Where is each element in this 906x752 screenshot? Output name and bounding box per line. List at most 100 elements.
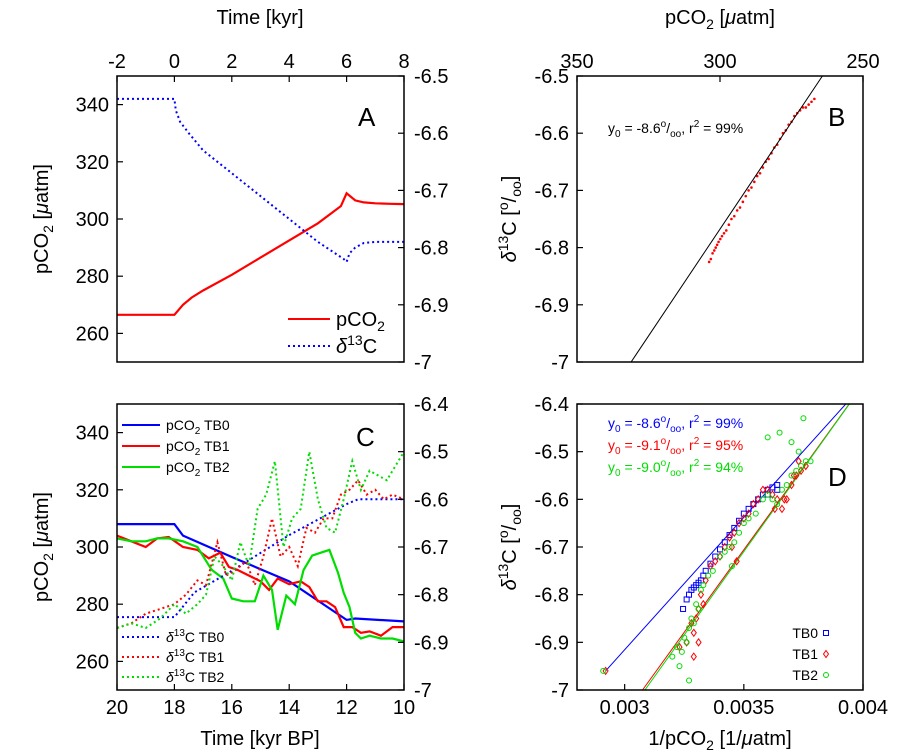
panel-d-point-tb2 xyxy=(793,467,800,474)
panel-b-point xyxy=(744,194,748,198)
panel-d-point-tb2 xyxy=(686,625,693,632)
panel-a-top-xlabel: Time [kyr] xyxy=(216,7,303,29)
panel-d-point-tb1 xyxy=(602,666,609,676)
panel-d-point-tb1 xyxy=(697,590,705,600)
panel-d-point-tb1 xyxy=(774,494,781,504)
panel-b-xaxis-tick-label: 300 xyxy=(703,51,736,73)
panel-b: 350 300 250 -7 -6.9 -6.8 -6.7 -6.6 -6.5 B pCO2 [… xyxy=(495,7,880,374)
panel-c: 20 18 16 14 12 10 260 280 300 320 340 -7 -6.9 -6.8 -6.… xyxy=(31,394,448,750)
panel-d-point-tb1 xyxy=(802,461,809,471)
panel-b-point xyxy=(733,214,736,218)
panel-d-point-tb1 xyxy=(695,604,702,614)
panel-d-point-tb2 xyxy=(721,548,728,555)
panel-d-point-tb2 xyxy=(764,491,771,498)
panel-a-xaxis-tick-label: 4 xyxy=(284,51,295,73)
panel-d-point-tb1 xyxy=(690,652,697,661)
panel-b-point xyxy=(810,100,813,104)
panel-d-yaxis-tick-label: -6.7 xyxy=(535,537,569,559)
panel-d-point-tb2 xyxy=(759,496,766,503)
legend-marker-tb0 xyxy=(823,630,829,636)
panel-d-point-tb1 xyxy=(797,466,805,476)
panel-a-yaxis-left-tick-label: 340 xyxy=(76,95,109,117)
panel-d-point-tb2 xyxy=(728,563,735,570)
panel-d-point-tb1 xyxy=(781,494,788,504)
panel-d-point-tb2 xyxy=(769,496,776,503)
panel-c-yaxis-right-tick-label: -6.8 xyxy=(414,585,448,607)
panel-c-series-line xyxy=(117,537,404,643)
panel-a-xaxis-tick-label: -2 xyxy=(108,51,126,73)
panel-d-point-tb0 xyxy=(731,524,738,531)
panel-d-point-tb0 xyxy=(702,567,709,574)
panel-d-yaxis-tick-label: -6.9 xyxy=(535,632,569,654)
panel-d-point-tb2 xyxy=(807,458,814,465)
legend-marker-tb1 xyxy=(822,649,830,659)
panel-d-series xyxy=(600,404,850,690)
legend-marker-tb2 xyxy=(823,672,829,678)
panel-d-point-tb2 xyxy=(745,515,752,522)
panel-b-point xyxy=(707,260,711,264)
legend-label-tb0: TB0 xyxy=(792,625,818,641)
panel-a-yaxis-right-tick-label: -6.9 xyxy=(414,295,448,317)
panel-a-xaxis-tick-label: 2 xyxy=(226,51,237,73)
panel-d-point-tb2 xyxy=(736,529,743,536)
legend-label-d13c-tb1: δ13C TB1 xyxy=(166,648,225,665)
panel-a-xaxis-tick-label: 0 xyxy=(169,51,180,73)
panel-c-yaxis-right-tick-label: -6.5 xyxy=(414,442,448,464)
panel-d-point-tb2 xyxy=(700,582,707,589)
legend-label-pco2-tb1: pCO2 TB1 xyxy=(166,438,230,458)
panel-d-point-tb1 xyxy=(783,494,790,504)
panel-d-point-tb2 xyxy=(697,586,704,593)
panel-c-yaxis-right-tick-label: -6.7 xyxy=(414,537,448,559)
panel-d-point-tb2 xyxy=(709,567,716,574)
panel-d-point-tb2 xyxy=(695,605,702,612)
panel-b-point xyxy=(714,246,718,249)
panel-b-yaxis-tick-label: -6.9 xyxy=(535,295,569,317)
panel-a-series xyxy=(117,97,404,316)
panel-d-yaxis-tick-label: -6.8 xyxy=(535,585,569,607)
panel-b-point xyxy=(735,209,739,212)
panel-d-point-tb0 xyxy=(707,560,714,567)
panel-c-yaxis-right-tick-label: -6.9 xyxy=(414,632,448,654)
panel-d-point-tb2 xyxy=(600,667,607,674)
legend-label-d13c-tb2: δ13C TB2 xyxy=(166,668,225,685)
panel-d-annotations: y0 = -8.6o/oo, r2 = 99% y0 = -9.1o/oo, r… xyxy=(608,414,743,479)
legend-label-tb1: TB1 xyxy=(792,646,818,662)
panel-b-point xyxy=(761,166,765,169)
panel-d-point-tb2 xyxy=(798,462,805,469)
panel-c-yaxis-left-tick-label: 340 xyxy=(76,423,109,445)
panel-a-yaxis-left-tick-label: 300 xyxy=(76,209,109,231)
panel-a-xaxis-tick-label: 6 xyxy=(341,51,352,73)
panel-d-fit-line xyxy=(605,404,847,672)
panel-d-point-tb1 xyxy=(690,628,697,638)
panel-b-point xyxy=(755,174,759,178)
panel-d-point-tb0 xyxy=(686,591,693,598)
panel-b-point xyxy=(813,97,816,101)
panel-d-point-tb1 xyxy=(790,471,797,480)
panel-d-xaxis-tick-label: 0.0035 xyxy=(713,697,774,719)
panel-d-point-tb1 xyxy=(745,509,752,518)
panel-b-top-xlabel: pCO2 [μatm] xyxy=(665,7,775,32)
panel-b-point xyxy=(741,200,745,204)
panel-b-point xyxy=(718,237,722,241)
panel-a-plot-area: -2 0 2 4 6 8 260 280 300 320 340 -7 -6.9 -6.8 -6.7 -6.6… xyxy=(76,51,449,374)
panel-d-point-tb2 xyxy=(686,677,693,684)
panel-d-annotation-tb0: y0 = -8.6o/oo, r2 = 99% xyxy=(608,414,743,435)
panel-d-point-tb1 xyxy=(735,518,743,528)
panel-b-series xyxy=(630,76,823,362)
panel-d-point-tb2 xyxy=(676,663,683,670)
panel-d-legend: TB0 TB1 TB2 xyxy=(792,625,830,683)
panel-c-yaxis-left-tick-label: 300 xyxy=(76,537,109,559)
panel-d-point-tb1 xyxy=(731,528,738,538)
panel-d-point-tb1 xyxy=(764,485,771,495)
panel-d-point-tb2 xyxy=(800,415,807,422)
panel-a-label: A xyxy=(358,102,376,132)
panel-d-point-tb0 xyxy=(680,605,687,612)
panel-d-annotation-tb1: y0 = -9.1o/oo, r2 = 95% xyxy=(608,436,743,457)
panel-b-point xyxy=(722,232,726,235)
panel-c-plot-area: 20 18 16 14 12 10 260 280 300 320 340 -7 -6.9 -6.8 -6.… xyxy=(76,394,449,719)
panel-d-xaxis-tick-label: 0.004 xyxy=(838,697,888,719)
panel-b-point xyxy=(712,249,716,252)
panel-b-yaxis-tick-label: -6.8 xyxy=(535,238,569,260)
panel-a-series-line xyxy=(117,191,404,316)
